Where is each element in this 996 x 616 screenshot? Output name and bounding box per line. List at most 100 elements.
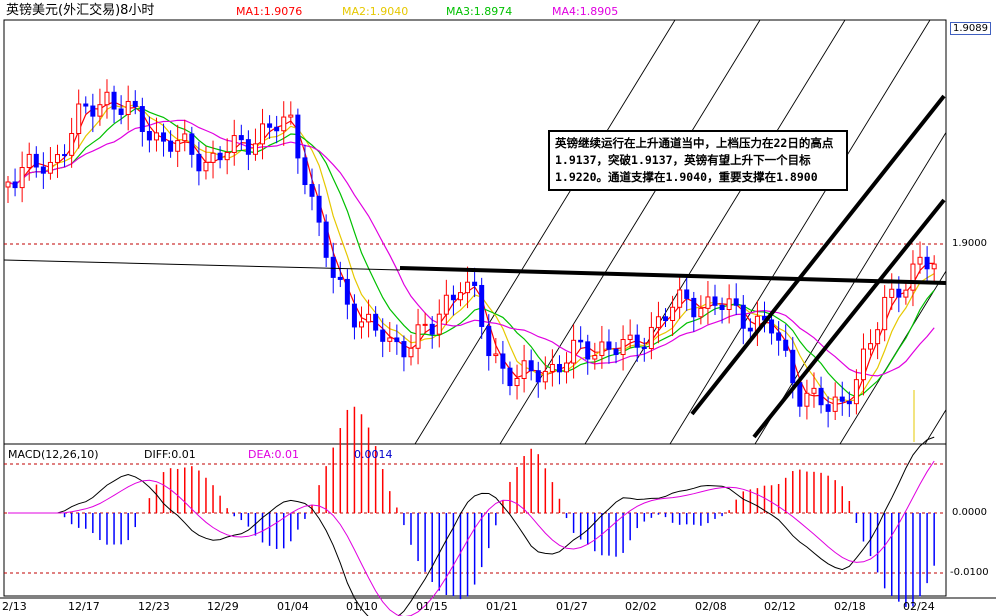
candle-body [182,133,188,142]
candle-body [429,323,435,335]
macd-value-label: 0.0014 [354,448,393,461]
candle-body [252,143,258,155]
candle-body [408,347,414,358]
candle-body [889,288,895,298]
candle-body [903,289,909,298]
resistance-line [399,266,947,285]
candle-body [896,288,902,298]
dea-line [8,460,935,616]
candle-body [26,153,32,169]
candle-body [691,297,697,318]
candle-body [274,126,280,132]
x-tick-label: 02/24 [903,600,935,613]
candle-body [535,370,541,383]
x-tick-label: 01/15 [416,600,448,613]
x-tick-label: 02/12 [764,600,796,613]
candle-body [825,404,831,412]
candle-body [549,363,555,372]
candle-body [924,256,930,270]
candle-body [62,154,68,157]
candle-body [719,304,725,311]
candle-body [592,355,598,360]
candle-body [238,135,244,141]
candle-body [599,341,605,357]
candle-body [457,292,463,301]
x-tick-label: 02/02 [625,600,657,613]
candle-body [648,326,654,350]
candle-body [118,108,124,115]
candle-body [564,362,570,373]
ma2-label: MA2:1.9040 [342,5,409,18]
ma3-line [7,107,935,398]
candle-body [344,278,350,305]
candle-body [380,329,386,342]
candle-body [486,325,492,357]
candle-body [387,337,393,342]
candle-body [472,281,478,286]
candle-body [373,313,379,331]
candle-body [5,181,11,188]
candle-body [521,360,527,380]
x-tick-label: 2/13 [2,600,27,613]
candle-body [839,396,845,402]
candle-body [281,116,287,132]
candle-body [641,346,647,350]
candle-body [295,114,301,159]
candle-body [267,123,273,128]
candle-body [132,100,138,108]
candle-body [733,298,739,306]
candle-body [224,151,230,161]
candle-body [443,294,449,315]
candle-body [860,348,866,381]
fan-line [414,20,676,444]
candle-body [302,157,308,186]
candle-body [139,106,145,132]
channel-lower-line [752,198,946,439]
candle-body [153,132,159,141]
candle-body [776,332,782,341]
candle-body [450,294,456,301]
candle-body [853,379,859,405]
candle-body [210,152,216,163]
candle-body [260,123,266,145]
candle-body [231,135,237,153]
analysis-callout: 英镑继续运行在上升通道当中，上档压力在22日的高点1.9137，突破1.9137… [548,130,848,191]
candle-body [69,133,75,156]
x-tick-label: 02/08 [695,600,727,613]
ma4-line [7,119,935,377]
candle-body [168,140,174,152]
candle-body [203,161,209,172]
x-tick-label: 01/10 [346,600,378,613]
ma2-line [7,104,935,402]
candle-body [161,132,167,142]
candle-body [613,348,619,356]
candle-body [705,296,711,309]
x-tick-label: 12/23 [138,600,170,613]
candle-body [797,382,803,407]
candle-body [189,133,195,155]
channel-upper-line [690,94,946,416]
candle-body [33,153,39,168]
candle-body [479,284,485,327]
candle-body [309,184,315,197]
candle-body [337,276,343,280]
candle-body [40,166,46,174]
candle-body [931,263,937,270]
candle-body [125,100,131,115]
ma1-label: MA1:1.9076 [236,5,303,18]
candle-body [217,152,223,161]
candle-body [76,103,82,135]
candle-body [571,339,577,364]
candle-body [712,296,718,306]
candle-body [351,303,357,328]
candle-body [316,195,322,223]
chart-title: 英镑美元(外汇交易)8小时 [6,3,155,18]
candle-body [401,341,407,358]
candle-body [868,343,874,350]
candle-body [514,378,520,387]
candle-body [698,307,704,318]
candle-body [578,339,584,343]
candle-body [97,104,103,117]
candle-body [12,181,18,189]
